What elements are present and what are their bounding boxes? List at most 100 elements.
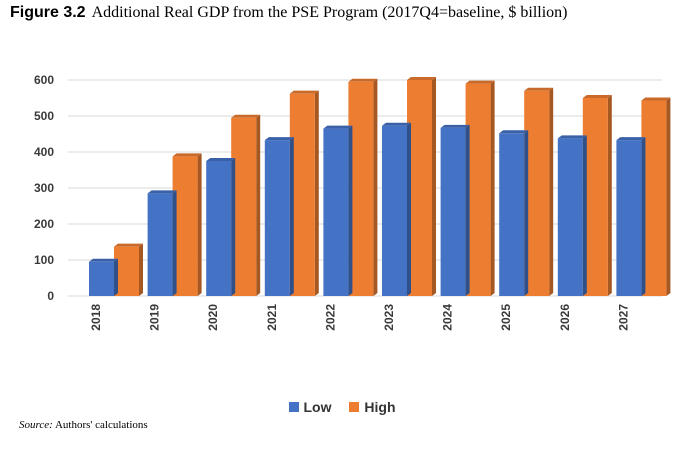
legend-item-low: Low: [288, 399, 332, 415]
bar-side: [407, 122, 411, 296]
bar-high: [407, 77, 436, 296]
y-tick-label: 300: [34, 181, 54, 195]
bar-top: [323, 125, 353, 129]
legend-swatch-low: [288, 402, 299, 412]
y-axis-ticks: 0 100 200 300 400 500 600: [34, 73, 54, 303]
bar-front: [172, 156, 198, 296]
bar-top: [499, 130, 529, 134]
bar-front: [616, 140, 642, 296]
bar-side: [607, 95, 612, 296]
bar-side: [524, 130, 529, 296]
bar-front: [524, 90, 550, 296]
bar-front: [382, 125, 407, 296]
figure-title: Figure 3.2 Additional Real GDP from the P…: [10, 4, 568, 22]
source-note: Source: Authors' calculations: [19, 419, 148, 431]
bar-low: [89, 258, 118, 296]
bar-front: [289, 93, 315, 297]
bar-side: [432, 77, 436, 296]
bar-front: [557, 138, 583, 296]
bar-top: [440, 124, 470, 128]
bar-high: [172, 153, 202, 296]
bar-top: [382, 122, 411, 126]
x-tick-label: 2022: [323, 304, 337, 331]
bar-low: [440, 124, 470, 296]
bar-front: [407, 80, 432, 296]
bar-low: [616, 137, 646, 296]
bar-front: [499, 133, 525, 296]
bar-front: [465, 83, 491, 296]
x-tick-label: 2021: [265, 304, 279, 331]
bar-side: [231, 158, 236, 296]
bar-side: [139, 243, 143, 296]
x-tick-label: 2020: [206, 304, 220, 331]
bar-high: [231, 114, 261, 296]
bar-front: [147, 193, 173, 296]
source-label: Source:: [19, 419, 53, 431]
x-tick-label: 2026: [558, 304, 572, 331]
bar-side: [666, 97, 671, 297]
bar-front: [582, 98, 608, 296]
bar-top: [616, 137, 646, 141]
bar-top: [206, 158, 236, 161]
bar-side: [465, 124, 470, 296]
bar-front: [206, 161, 232, 296]
y-tick-label: 400: [34, 145, 54, 159]
legend-label-high: High: [364, 399, 396, 415]
bar-side: [582, 135, 587, 296]
bar-top: [147, 190, 177, 194]
x-tick-label: 2027: [616, 304, 630, 331]
y-tick-label: 0: [47, 289, 54, 303]
x-axis-ticks: 2018 2019 2020 2021 2022 2023 2024 2025 2026 2027: [89, 304, 630, 331]
y-tick-label: 600: [34, 73, 54, 87]
bar-side: [314, 90, 319, 297]
bar-front: [440, 127, 466, 296]
legend-swatch-high: [349, 402, 360, 412]
x-tick-label: 2024: [441, 304, 455, 331]
source-text: Authors' calculations: [52, 419, 148, 431]
y-tick-label: 500: [34, 109, 54, 123]
bar-top: [264, 137, 294, 141]
bar-high: [524, 87, 554, 296]
bar-top: [172, 153, 202, 157]
bar-side: [256, 114, 261, 296]
x-tick-label: 2018: [89, 304, 103, 331]
x-tick-label: 2023: [382, 304, 396, 331]
bar-side: [197, 153, 202, 296]
bar-front: [641, 100, 667, 297]
bar-low: [147, 190, 177, 296]
y-tick-label: 200: [34, 217, 54, 231]
bar-front: [323, 128, 349, 296]
bar-front: [89, 261, 114, 296]
bar-high: [465, 80, 495, 296]
bars: [89, 77, 671, 297]
legend-item-high: High: [349, 399, 396, 415]
bar-side: [172, 190, 177, 296]
bar-front: [231, 117, 257, 296]
bar-top: [407, 77, 436, 80]
bar-side: [373, 78, 378, 296]
bar-top: [289, 90, 319, 94]
bar-top: [524, 87, 554, 91]
bar-top: [114, 243, 143, 247]
bar-top: [231, 114, 261, 118]
bar-top: [89, 258, 118, 262]
bar-low: [323, 125, 353, 296]
bar-side: [490, 80, 495, 296]
figure-title-text: Additional Real GDP from the PSE Program…: [91, 4, 568, 21]
bar-low: [264, 137, 294, 296]
bar-high: [641, 97, 671, 297]
y-tick-label: 100: [34, 253, 54, 267]
bar-high: [348, 78, 378, 296]
bar-top: [348, 78, 378, 82]
bar-low: [382, 122, 411, 296]
bar-front: [264, 140, 290, 296]
bar-side: [641, 137, 646, 296]
bar-high: [289, 90, 319, 297]
bar-low: [557, 135, 587, 296]
bar-side: [114, 258, 118, 296]
legend-label-low: Low: [303, 399, 332, 415]
bar-high: [114, 243, 143, 296]
bar-top: [465, 80, 495, 84]
legend: Low High: [0, 399, 684, 415]
